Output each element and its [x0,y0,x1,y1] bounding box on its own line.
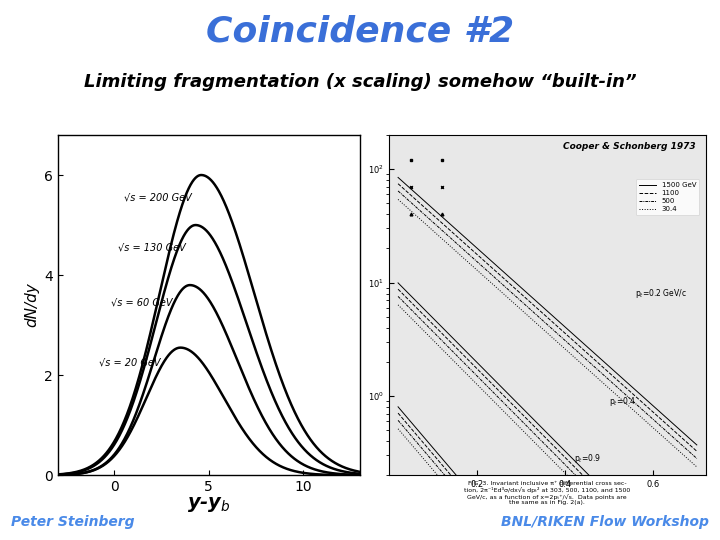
Text: p$_t$=0.2 GeV/c: p$_t$=0.2 GeV/c [635,287,687,300]
Text: BNL/RIKEN Flow Workshop: BNL/RIKEN Flow Workshop [501,516,709,529]
Text: √s = 60 GeV: √s = 60 GeV [111,297,172,307]
Text: p$_t$=0.9: p$_t$=0.9 [574,452,601,465]
Text: y-y$_b$: y-y$_b$ [187,495,230,515]
Y-axis label: dN/dy: dN/dy [24,283,40,327]
Text: FIG. 3. Invariant inclusive π⁺ differential cross sec-
tion, 2π⁻¹Ed³σ/dx√s dpₜ² : FIG. 3. Invariant inclusive π⁺ different… [464,481,630,505]
Legend: 1500 GeV, 1100, 500, 30.4: 1500 GeV, 1100, 500, 30.4 [636,179,699,215]
Text: Peter Steinberg: Peter Steinberg [11,516,135,529]
Text: Limiting fragmentation (x scaling) somehow “built-in”: Limiting fragmentation (x scaling) someh… [84,73,636,91]
Text: √s = 20 GeV: √s = 20 GeV [99,357,161,367]
Text: Cooper & Schonberg 1973: Cooper & Schonberg 1973 [564,142,696,151]
Text: √s = 130 GeV: √s = 130 GeV [118,242,186,252]
Text: √s = 200 GeV: √s = 200 GeV [124,192,192,202]
Text: Coincidence #2: Coincidence #2 [206,14,514,48]
Text: p$_t$=0.4: p$_t$=0.4 [609,395,636,408]
